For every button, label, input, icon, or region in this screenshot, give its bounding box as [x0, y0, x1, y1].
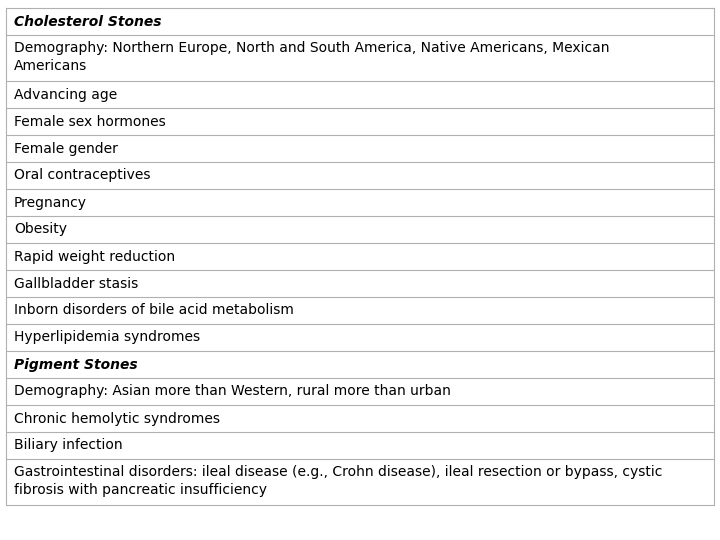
Text: Hyperlipidemia syndromes: Hyperlipidemia syndromes — [14, 330, 200, 345]
Text: Advancing age: Advancing age — [14, 87, 117, 102]
Text: Demography: Northern Europe, North and South America, Native Americans, Mexican
: Demography: Northern Europe, North and S… — [14, 41, 610, 73]
Text: Oral contraceptives: Oral contraceptives — [14, 168, 150, 183]
Text: Biliary infection: Biliary infection — [14, 438, 122, 453]
Text: Pregnancy: Pregnancy — [14, 195, 87, 210]
Text: Pigment Stones: Pigment Stones — [14, 357, 138, 372]
Text: Chronic hemolytic syndromes: Chronic hemolytic syndromes — [14, 411, 220, 426]
Text: Female sex hormones: Female sex hormones — [14, 114, 166, 129]
Text: Inborn disorders of bile acid metabolism: Inborn disorders of bile acid metabolism — [14, 303, 294, 318]
Text: Cholesterol Stones: Cholesterol Stones — [14, 15, 161, 29]
Text: Female gender: Female gender — [14, 141, 118, 156]
Text: Gastrointestinal disorders: ileal disease (e.g., Crohn disease), ileal resection: Gastrointestinal disorders: ileal diseas… — [14, 465, 662, 497]
Text: Obesity: Obesity — [14, 222, 67, 237]
Text: Rapid weight reduction: Rapid weight reduction — [14, 249, 175, 264]
Text: Demography: Asian more than Western, rural more than urban: Demography: Asian more than Western, rur… — [14, 384, 451, 399]
Text: Gallbladder stasis: Gallbladder stasis — [14, 276, 138, 291]
